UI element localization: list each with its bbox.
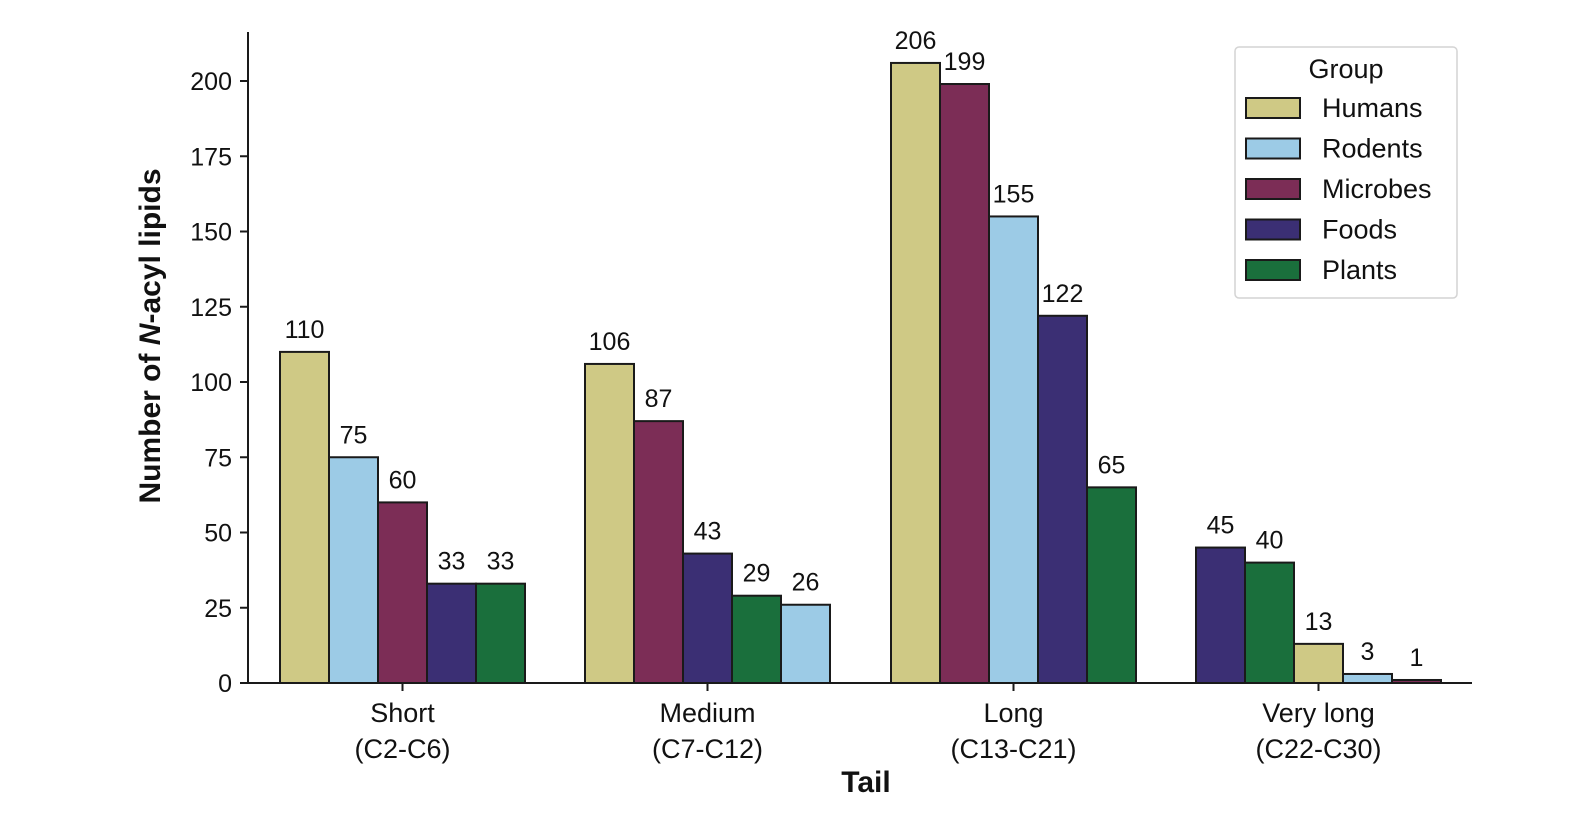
data-label: 122 xyxy=(1042,280,1084,308)
x-category-sublabel: (C13-C21) xyxy=(950,734,1076,764)
data-label: 87 xyxy=(645,385,673,413)
bar-short-microbes xyxy=(377,501,428,684)
bar-very-long-humans xyxy=(1293,642,1344,684)
y-axis-title-prefix: Number of xyxy=(134,345,167,503)
x-category-sublabel: (C22-C30) xyxy=(1255,734,1381,764)
legend-swatch-humans xyxy=(1245,97,1301,119)
bar-long-humans xyxy=(890,61,941,684)
x-category-sublabel: (C7-C12) xyxy=(652,734,763,764)
y-tick-label: 75 xyxy=(204,444,232,472)
legend-label-rodents: Rodents xyxy=(1322,134,1423,164)
data-label: 45 xyxy=(1207,512,1235,540)
x-category-sublabel: (C2-C6) xyxy=(354,734,450,764)
x-category-label: Medium xyxy=(659,698,755,728)
y-tick-label: 200 xyxy=(190,68,232,96)
data-label: 106 xyxy=(589,328,631,356)
data-label: 65 xyxy=(1098,451,1126,479)
x-category-label: Long xyxy=(983,698,1043,728)
y-tick-label: 125 xyxy=(190,294,232,322)
y-tick-label: 100 xyxy=(190,369,232,397)
bar-long-microbes xyxy=(939,83,990,684)
legend-label-foods: Foods xyxy=(1322,215,1397,245)
y-axis-title-italic: N xyxy=(134,322,167,345)
bar-very-long-foods xyxy=(1195,546,1246,684)
legend-swatch-rodents xyxy=(1245,137,1301,160)
data-label: 75 xyxy=(340,421,368,449)
data-label: 29 xyxy=(743,560,771,588)
bar-short-humans xyxy=(279,350,330,684)
data-label: 199 xyxy=(944,48,986,76)
data-label: 13 xyxy=(1305,608,1333,636)
data-label: 43 xyxy=(694,518,722,546)
x-axis-title: Tail xyxy=(841,766,890,799)
bar-long-plants xyxy=(1086,486,1137,684)
y-tick-label: 50 xyxy=(204,520,232,548)
bar-very-long-rodents xyxy=(1342,672,1393,684)
legend-items: Humans Rodents Microbes Foods Plants xyxy=(1245,93,1432,285)
bars-layer xyxy=(279,61,1442,685)
data-label: 33 xyxy=(438,548,466,576)
y-axis-title: Number of N-acyl lipids xyxy=(134,168,167,503)
x-category-label: Short xyxy=(370,698,435,728)
bar-medium-microbes xyxy=(633,420,684,684)
y-tick-label: 175 xyxy=(190,143,232,171)
legend-swatch-foods xyxy=(1245,218,1301,241)
data-label: 33 xyxy=(487,548,515,576)
bar-short-foods xyxy=(426,582,477,684)
bar-long-rodents xyxy=(988,215,1039,684)
bar-long-foods xyxy=(1037,314,1088,684)
legend-label-microbes: Microbes xyxy=(1322,174,1432,204)
bar-medium-foods xyxy=(682,552,733,684)
data-label: 155 xyxy=(993,180,1035,208)
y-tick-label: 25 xyxy=(204,595,232,623)
bar-short-plants xyxy=(475,582,526,684)
x-category-labels-layer: Short (C2-C6) Medium (C7-C12) Long (C13-C21) V… xyxy=(354,698,1381,764)
bar-medium-plants xyxy=(731,594,782,685)
data-label: 3 xyxy=(1361,638,1375,666)
legend-label-plants: Plants xyxy=(1322,255,1397,285)
data-label: 110 xyxy=(285,316,325,344)
data-label: 60 xyxy=(389,466,417,494)
data-label: 1 xyxy=(1410,644,1424,672)
bar-medium-humans xyxy=(584,362,635,684)
bar-medium-rodents xyxy=(780,603,831,684)
legend-title: Group xyxy=(1308,54,1383,84)
y-ticks-layer: 0 25 50 75 100 125 150 175 200 xyxy=(190,68,248,698)
bar-short-rodents xyxy=(328,456,379,684)
y-axis-title-suffix: -acyl lipids xyxy=(134,168,167,323)
y-tick-label: 0 xyxy=(218,670,232,698)
data-label: 26 xyxy=(792,569,820,597)
legend: Group Humans Rodents Microbes Foods Plants xyxy=(1234,46,1458,299)
legend-label-humans: Humans xyxy=(1322,93,1423,123)
x-category-label: Very long xyxy=(1262,698,1375,728)
axes-layer xyxy=(247,32,1472,691)
data-label: 40 xyxy=(1256,527,1284,555)
y-tick-label: 150 xyxy=(190,219,232,247)
bar-very-long-plants xyxy=(1244,561,1295,684)
data-label: 206 xyxy=(895,27,937,55)
legend-swatch-plants xyxy=(1245,259,1301,281)
legend-swatch-microbes xyxy=(1245,178,1301,200)
